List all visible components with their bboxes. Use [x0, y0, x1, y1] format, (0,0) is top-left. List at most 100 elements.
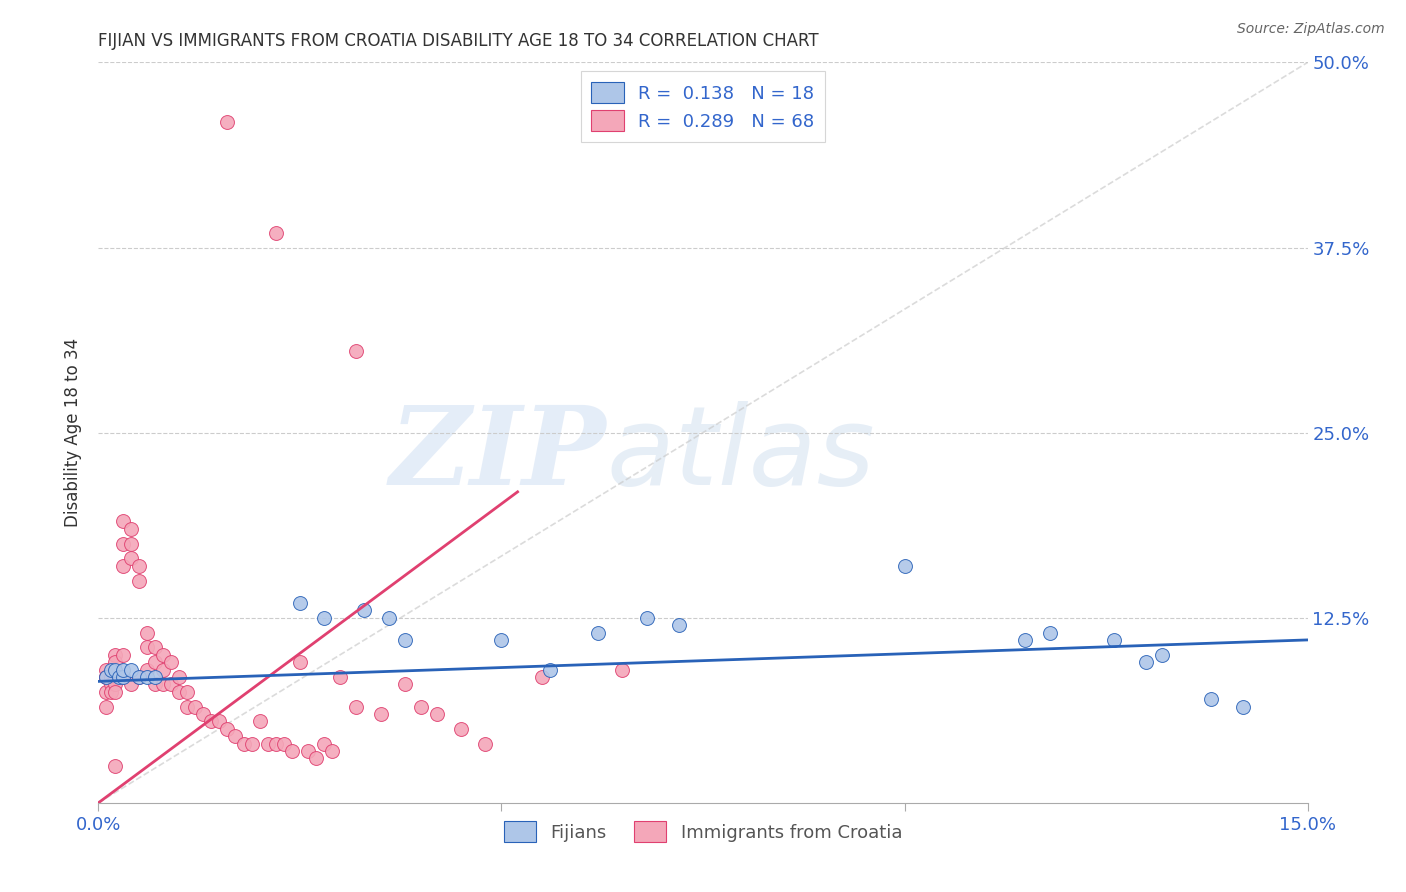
Point [128, 574, 150, 588]
Point [193, 706, 215, 721]
Point [111, 670, 134, 684]
Point [100, 663, 122, 677]
Point [409, 699, 432, 714]
Point [377, 610, 399, 624]
Point [530, 670, 553, 684]
Point [103, 648, 125, 662]
Point [394, 677, 416, 691]
Point [96, 670, 118, 684]
Point [111, 663, 134, 677]
Point [143, 640, 166, 655]
Point [450, 722, 472, 736]
Point [152, 663, 174, 677]
Point [143, 670, 166, 684]
Point [96, 663, 118, 677]
Point [103, 677, 125, 691]
Point [217, 114, 239, 128]
Point [111, 558, 134, 573]
Text: FIJIAN VS IMMIGRANTS FROM CROATIA DISABILITY AGE 18 TO 34 CORRELATION CHART: FIJIAN VS IMMIGRANTS FROM CROATIA DISABI… [98, 32, 820, 50]
Point [636, 610, 658, 624]
Point [120, 551, 142, 566]
Point [103, 655, 125, 669]
Point [491, 632, 513, 647]
Point [314, 610, 336, 624]
Point [344, 344, 367, 359]
Point [128, 670, 150, 684]
Point [264, 226, 287, 240]
Point [111, 536, 134, 550]
Point [120, 677, 142, 691]
Point [128, 558, 150, 573]
Point [344, 699, 367, 714]
Point [111, 515, 134, 529]
Point [176, 685, 198, 699]
Point [1014, 632, 1036, 647]
Text: Source: ZipAtlas.com: Source: ZipAtlas.com [1237, 22, 1385, 37]
Point [668, 618, 690, 632]
Point [120, 663, 142, 677]
Point [100, 685, 122, 699]
Point [107, 670, 129, 684]
Point [288, 655, 311, 669]
Point [100, 670, 122, 684]
Point [96, 670, 118, 684]
Point [329, 670, 352, 684]
Point [1039, 625, 1062, 640]
Point [288, 596, 311, 610]
Legend: Fijians, Immigrants from Croatia: Fijians, Immigrants from Croatia [494, 811, 912, 853]
Point [232, 737, 254, 751]
Point [167, 670, 190, 684]
Point [314, 737, 336, 751]
Point [135, 663, 157, 677]
Point [152, 677, 174, 691]
Point [297, 744, 319, 758]
Point [160, 677, 183, 691]
Point [1232, 699, 1254, 714]
Point [249, 714, 271, 729]
Point [321, 744, 343, 758]
Point [200, 714, 222, 729]
Point [135, 625, 157, 640]
Text: ZIP: ZIP [389, 401, 606, 508]
Point [103, 758, 125, 772]
Point [240, 737, 263, 751]
Point [152, 648, 174, 662]
Point [184, 699, 207, 714]
Point [176, 699, 198, 714]
Point [1199, 692, 1222, 706]
Point [586, 625, 609, 640]
Point [264, 737, 287, 751]
Point [135, 640, 157, 655]
Point [217, 722, 239, 736]
Point [111, 670, 134, 684]
Point [1152, 648, 1174, 662]
Point [273, 737, 295, 751]
Text: atlas: atlas [606, 401, 875, 508]
Point [128, 670, 150, 684]
Point [96, 685, 118, 699]
Point [224, 729, 246, 743]
Point [100, 677, 122, 691]
Point [370, 706, 392, 721]
Point [612, 663, 634, 677]
Point [256, 737, 278, 751]
Point [208, 714, 231, 729]
Point [103, 663, 125, 677]
Point [160, 655, 183, 669]
Point [143, 655, 166, 669]
Point [1102, 632, 1125, 647]
Point [353, 603, 375, 617]
Point [474, 737, 496, 751]
Point [893, 558, 915, 573]
Point [143, 677, 166, 691]
Y-axis label: Disability Age 18 to 34: Disability Age 18 to 34 [65, 338, 83, 527]
Point [305, 751, 328, 765]
Point [167, 685, 190, 699]
Point [281, 744, 304, 758]
Point [96, 670, 118, 684]
Point [538, 663, 561, 677]
Point [426, 706, 449, 721]
Point [135, 670, 157, 684]
Point [120, 536, 142, 550]
Point [394, 632, 416, 647]
